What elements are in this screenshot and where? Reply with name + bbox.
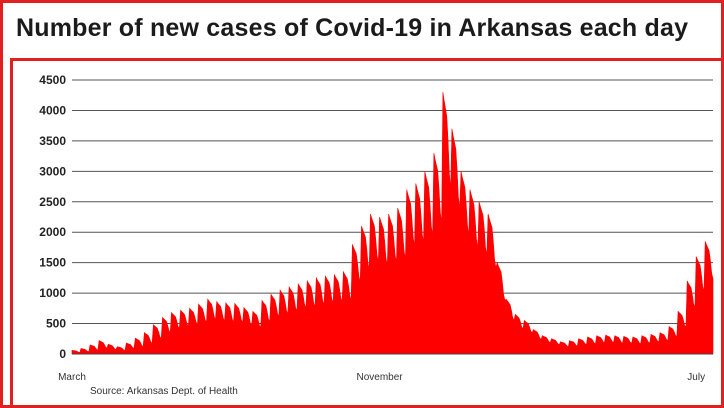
x-tick-march: March bbox=[58, 372, 86, 383]
chart-title: Number of new cases of Covid-19 in Arkan… bbox=[16, 14, 689, 42]
source-note: Source: Arkansas Dept. of Health bbox=[90, 386, 238, 397]
y-tick-4500: 4500 bbox=[39, 73, 66, 87]
series-cases bbox=[71, 92, 714, 355]
y-tick-4000: 4000 bbox=[39, 103, 66, 117]
y-tick-0: 0 bbox=[59, 347, 66, 361]
y-tick-2500: 2500 bbox=[39, 195, 66, 209]
title-rule bbox=[10, 58, 724, 61]
x-axis-ticks: March November July bbox=[58, 372, 705, 383]
y-tick-3500: 3500 bbox=[39, 134, 66, 148]
y-tick-3000: 3000 bbox=[39, 164, 66, 178]
y-tick-1000: 1000 bbox=[39, 286, 66, 300]
y-tick-1500: 1500 bbox=[39, 256, 66, 270]
y-axis-ticks: 0 500 1000 1500 2000 2500 3000 3500 4000 4500 bbox=[39, 73, 66, 361]
y-tick-2000: 2000 bbox=[39, 225, 66, 239]
cases-area bbox=[71, 92, 714, 355]
frame-left-rule bbox=[10, 58, 13, 408]
x-tick-november: November bbox=[357, 372, 404, 383]
y-tick-500: 500 bbox=[46, 317, 66, 331]
x-tick-july: July bbox=[687, 372, 705, 383]
